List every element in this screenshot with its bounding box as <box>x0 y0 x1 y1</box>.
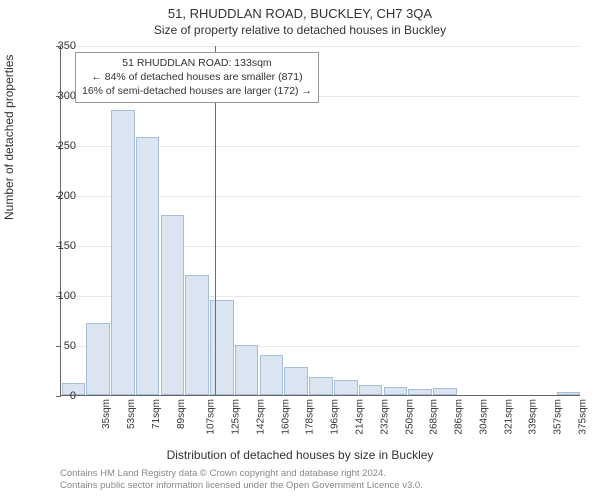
histogram-bar <box>309 377 333 395</box>
chart-container: { "title": "51, RHUDDLAN ROAD, BUCKLEY, … <box>0 0 600 500</box>
footer-attribution: Contains HM Land Registry data © Crown c… <box>60 468 423 493</box>
histogram-bar <box>334 380 358 395</box>
xtick-label: 178sqm <box>305 399 316 435</box>
x-axis-label: Distribution of detached houses by size … <box>0 448 600 462</box>
ytick-label: 250 <box>36 140 76 152</box>
xtick-label: 268sqm <box>429 399 440 435</box>
histogram-bar <box>235 345 259 395</box>
grid-line <box>61 46 580 47</box>
histogram-bar <box>136 137 160 395</box>
histogram-bar <box>111 110 135 395</box>
xtick-label: 125sqm <box>231 399 242 435</box>
xtick-label: 89sqm <box>176 399 187 429</box>
histogram-bar <box>86 323 110 395</box>
xtick-label: 71sqm <box>151 399 162 429</box>
histogram-bar <box>260 355 284 395</box>
xtick-label: 232sqm <box>379 399 390 435</box>
xtick-label: 35sqm <box>101 399 112 429</box>
histogram-bar <box>408 389 432 395</box>
annotation-line-2: ← 84% of detached houses are smaller (87… <box>82 70 312 84</box>
histogram-bar <box>433 388 457 395</box>
xtick-label: 160sqm <box>280 399 291 435</box>
footer-line-2: Contains public sector information licen… <box>60 480 423 492</box>
xtick-label: 375sqm <box>577 399 588 435</box>
annotation-line-1: 51 RHUDDLAN ROAD: 133sqm <box>82 56 312 70</box>
xtick-label: 250sqm <box>404 399 415 435</box>
xtick-label: 304sqm <box>478 399 489 435</box>
annotation-line-3: 16% of semi-detached houses are larger (… <box>82 84 312 98</box>
ytick-label: 50 <box>36 340 76 352</box>
xtick-label: 286sqm <box>454 399 465 435</box>
xtick-label: 53sqm <box>126 399 137 429</box>
chart-subtitle: Size of property relative to detached ho… <box>0 21 600 41</box>
ytick-label: 100 <box>36 290 76 302</box>
ytick-label: 200 <box>36 190 76 202</box>
xtick-label: 196sqm <box>330 399 341 435</box>
xtick-label: 321sqm <box>503 399 514 435</box>
histogram-bar <box>557 392 581 395</box>
histogram-bar <box>284 367 308 395</box>
histogram-bar <box>161 215 185 395</box>
xtick-label: 339sqm <box>528 399 539 435</box>
ytick-label: 0 <box>36 390 76 402</box>
ytick-label: 350 <box>36 40 76 52</box>
histogram-bar <box>359 385 383 395</box>
xtick-label: 357sqm <box>553 399 564 435</box>
xtick-label: 214sqm <box>355 399 366 435</box>
xtick-label: 142sqm <box>256 399 267 435</box>
ytick-label: 150 <box>36 240 76 252</box>
annotation-box: 51 RHUDDLAN ROAD: 133sqm ← 84% of detach… <box>75 52 319 103</box>
histogram-bar <box>384 387 408 395</box>
histogram-bar <box>210 300 234 395</box>
footer-line-1: Contains HM Land Registry data © Crown c… <box>60 468 423 480</box>
xtick-label: 107sqm <box>206 399 217 435</box>
histogram-bar <box>185 275 209 395</box>
chart-title: 51, RHUDDLAN ROAD, BUCKLEY, CH7 3QA <box>0 0 600 21</box>
y-axis-label: Number of detached properties <box>2 55 16 220</box>
ytick-label: 300 <box>36 90 76 102</box>
